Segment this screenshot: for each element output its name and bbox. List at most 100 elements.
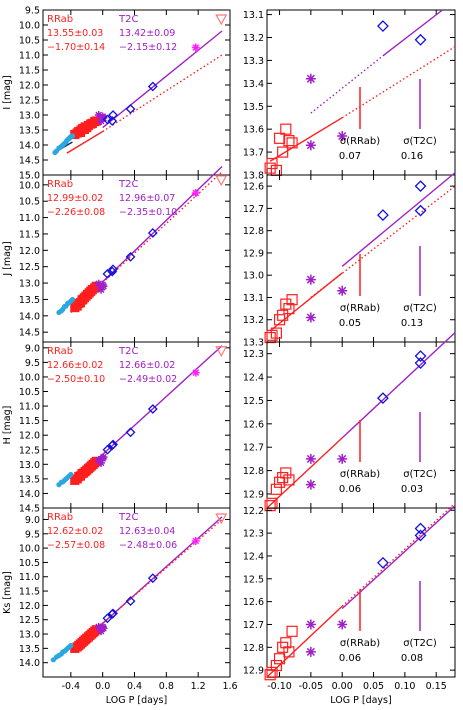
ytick-label-I-left-4: 11.5 [19, 66, 40, 77]
t2c-fit-b-H-left: −2.49±0.02 [119, 374, 177, 385]
legend-rrab-H-left: RRab [47, 346, 73, 357]
point-blue-I-right-0 [377, 20, 389, 32]
ytick-label-H-right-6: 12.9 [243, 489, 264, 500]
sigma-value-rrab-H-right: 0.06 [339, 484, 361, 495]
point-blue-I-left-3 [125, 104, 136, 114]
xtick-label-Ks-right-3: 0.05 [363, 681, 384, 692]
panel-frame-Ks-left [42, 507, 231, 678]
ytick-label-I-left-0: 9.5 [25, 6, 40, 17]
ytick-label-H-left-2: 10.0 [19, 372, 40, 383]
sigma-label-t2c-I-right: σ(T2C) [403, 136, 437, 147]
point-t2c-J-left-0 [94, 279, 103, 288]
ytick-label-J-left-6: 13.0 [19, 279, 40, 290]
point-t2c-J-left-3 [99, 282, 108, 291]
ytick-label-J-left-0: 10.0 [19, 180, 40, 191]
t2c-fit-b-J-left: −2.35±0.10 [119, 207, 177, 218]
sigma-value-t2c-I-right: 0.16 [401, 151, 423, 162]
ytick-label-H-left-5: 11.5 [19, 416, 40, 427]
fit-line-Ks-right-1 [341, 505, 456, 610]
ytick-label-I-right-6: 13.7 [243, 148, 264, 159]
point-t2c-J-right-2 [337, 285, 348, 296]
point-rrab-Ks-right-5 [280, 637, 292, 649]
ytick-label-I-right-0: 13.1 [243, 10, 264, 21]
ytick-label-Ks-left-0: 9.0 [25, 515, 40, 526]
ytick-label-J-left-1: 10.5 [19, 197, 40, 208]
point-blue-J-left-0 [102, 268, 113, 279]
xtick-label-Ks-right-2: 0.00 [332, 681, 353, 692]
ylabel-J-left: J [mag] [2, 241, 13, 276]
point-blue-J-right-2 [414, 180, 427, 193]
ytick-label-Ks-right-0: 12.2 [243, 506, 264, 517]
sigma-value-t2c-Ks-right: 0.08 [401, 653, 423, 664]
ytick-label-H-left-8: 13.0 [19, 460, 40, 471]
t2c-fit-a-I-left: 13.42±0.09 [119, 28, 175, 39]
point-rrab-I-right-5 [280, 123, 292, 135]
point-blue-I-right-1 [414, 33, 427, 46]
point-cyan-Ks-left-9 [68, 642, 74, 649]
point-blue-H-left-4 [147, 404, 158, 414]
ytick-label-J-left-4: 12.0 [19, 246, 40, 257]
point-rrab-J-right-4 [277, 309, 289, 321]
point-t2c-Ks-right-1 [305, 646, 316, 657]
point-t2c-I-left-3 [99, 114, 108, 122]
ytick-label-I-right-1: 13.2 [243, 33, 264, 44]
ytick-label-Ks-left-9: 13.5 [19, 644, 40, 655]
sigma-label-rrab-I-right: σ(RRab) [340, 136, 380, 147]
ytick-label-H-right-5: 12.8 [243, 466, 264, 477]
point-rrab-I-right-3 [273, 132, 286, 144]
ytick-label-H-left-3: 10.5 [19, 387, 40, 398]
fit-line-I-left-0 [66, 130, 104, 154]
point-rrab-H-right-5 [280, 467, 292, 479]
point-cyan-Ks-left-0 [50, 657, 56, 663]
ytick-label-Ks-left-1: 9.5 [25, 529, 40, 540]
sigma-label-t2c-Ks-right: σ(T2C) [403, 638, 437, 649]
xtick-label-Ks-left-5: 1.6 [222, 681, 237, 692]
ytick-label-H-left-7: 12.5 [19, 445, 40, 456]
t2c-fit-b-I-left: −2.15±0.12 [119, 42, 177, 53]
ytick-label-I-left-7: 13.0 [19, 111, 40, 122]
ytick-label-J-left-8: 14.0 [19, 311, 40, 322]
xtick-label-Ks-right-1: -0.05 [299, 681, 324, 692]
point-blue-Ks-left-2 [108, 608, 118, 619]
rrab-fit-b-I-left: −1.70±0.14 [47, 42, 105, 53]
ytick-label-I-left-8: 13.5 [19, 126, 40, 137]
point-blue-I-left-1 [107, 116, 118, 126]
point-blue-J-right-0 [377, 209, 389, 221]
xtick-label-Ks-left-2: 0.4 [127, 681, 142, 692]
point-rrab-J-right-1 [266, 329, 278, 341]
ytick-label-H-right-3: 12.6 [243, 419, 264, 430]
t2c-fit-a-H-left: 12.66±0.02 [119, 360, 175, 371]
point-t2c-H-left-3 [99, 453, 108, 462]
point-blue-H-left-0 [102, 444, 113, 455]
sigma-value-t2c-H-right: 0.03 [401, 484, 423, 495]
fit-line-H-right-0 [266, 437, 343, 509]
point-magenta-I-left-0 [191, 43, 200, 52]
ylabel-Ks-left: Ks [mag] [2, 571, 13, 614]
point-t2c-I-right-2 [337, 131, 348, 142]
ylabel-H-left: H [mag] [2, 406, 13, 445]
fit-line-Ks-left-2 [102, 516, 223, 624]
ytick-label-H-left-10: 14.0 [19, 489, 40, 500]
legend-rrab-J-left: RRab [47, 179, 73, 190]
ytick-label-H-right-2: 12.5 [243, 396, 264, 407]
legend-t2c-H-left: T2C [118, 346, 138, 357]
rrab-fit-a-J-left: 12.99±0.02 [47, 193, 103, 204]
point-salmon-H-left-0 [215, 346, 228, 357]
ytick-label-I-left-11: 15.0 [19, 171, 40, 182]
point-t2c-H-right-0 [305, 453, 316, 464]
point-t2c-H-left-1 [97, 458, 106, 467]
ytick-label-Ks-left-4: 11.0 [19, 572, 40, 583]
panel-frame-Ks-right [266, 507, 456, 678]
point-rrab-Ks-right-6 [283, 646, 295, 658]
ytick-label-H-left-9: 13.5 [19, 474, 40, 485]
ytick-label-I-left-9: 14.0 [19, 141, 40, 152]
ytick-label-I-right-3: 13.4 [243, 79, 264, 90]
point-blue-Ks-left-4 [147, 573, 158, 584]
ytick-label-H-left-11: 14.5 [19, 504, 40, 515]
point-blue-H-right-2 [414, 350, 427, 362]
point-t2c-J-right-0 [305, 274, 316, 285]
xtick-label-Ks-right-5: 0.15 [426, 681, 447, 692]
fit-line-H-left-1 [102, 345, 223, 455]
ytick-label-J-left-9: 14.5 [19, 328, 40, 339]
